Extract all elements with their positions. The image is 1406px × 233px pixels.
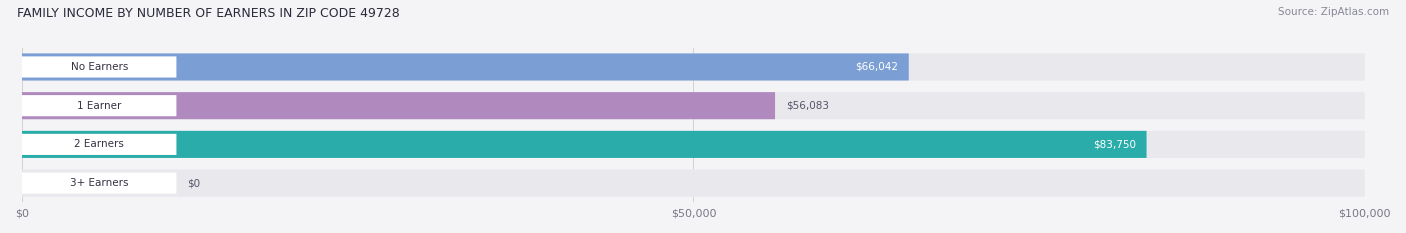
Text: $0: $0 (187, 178, 200, 188)
FancyBboxPatch shape (22, 95, 176, 116)
FancyBboxPatch shape (22, 134, 176, 155)
Text: 2 Earners: 2 Earners (75, 139, 124, 149)
FancyBboxPatch shape (22, 172, 176, 194)
Text: $83,750: $83,750 (1092, 139, 1136, 149)
FancyBboxPatch shape (22, 92, 775, 119)
Text: Source: ZipAtlas.com: Source: ZipAtlas.com (1278, 7, 1389, 17)
Text: $66,042: $66,042 (855, 62, 898, 72)
Text: 1 Earner: 1 Earner (77, 101, 121, 111)
FancyBboxPatch shape (22, 170, 1365, 197)
FancyBboxPatch shape (22, 53, 908, 81)
Text: No Earners: No Earners (70, 62, 128, 72)
FancyBboxPatch shape (22, 92, 1365, 119)
FancyBboxPatch shape (22, 131, 1365, 158)
Text: 3+ Earners: 3+ Earners (70, 178, 128, 188)
Text: $56,083: $56,083 (786, 101, 828, 111)
FancyBboxPatch shape (22, 131, 1146, 158)
FancyBboxPatch shape (22, 56, 176, 78)
FancyBboxPatch shape (22, 53, 1365, 81)
Text: FAMILY INCOME BY NUMBER OF EARNERS IN ZIP CODE 49728: FAMILY INCOME BY NUMBER OF EARNERS IN ZI… (17, 7, 399, 20)
